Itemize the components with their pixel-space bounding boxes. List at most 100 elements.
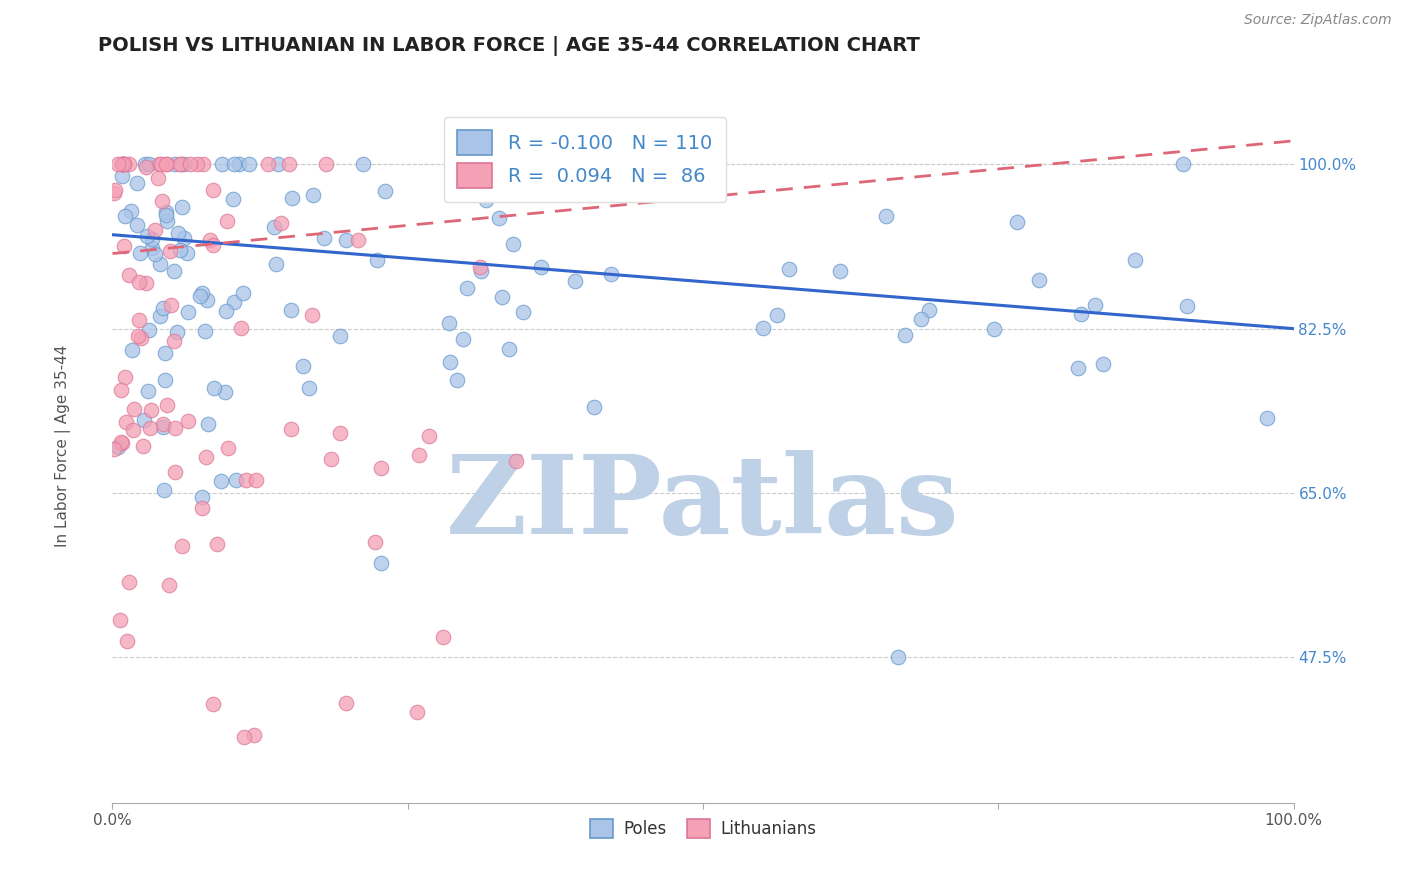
Point (114, 209, 136, 223)
Point (232, 285, 254, 300)
Point (366, 253, 388, 268)
Point (1067, 361, 1090, 376)
Point (173, 157, 195, 171)
Point (1123, 252, 1146, 267)
Point (153, 483, 176, 497)
Point (177, 413, 200, 427)
Point (1177, 299, 1199, 313)
Point (215, 303, 238, 318)
Point (165, 421, 187, 435)
Point (139, 403, 162, 417)
Point (111, 157, 134, 171)
Point (1084, 298, 1107, 312)
Point (312, 231, 335, 245)
Point (499, 157, 522, 171)
Point (111, 435, 134, 450)
Point (335, 696, 357, 710)
Text: In Labor Force | Age 35-44: In Labor Force | Age 35-44 (55, 345, 72, 547)
Text: Source: ZipAtlas.com: Source: ZipAtlas.com (1244, 13, 1392, 28)
Point (159, 244, 181, 259)
Point (114, 370, 136, 384)
Point (136, 384, 159, 398)
Point (502, 236, 524, 251)
Point (488, 211, 510, 226)
Point (243, 728, 266, 742)
Point (141, 232, 163, 246)
Point (370, 556, 392, 570)
Point (202, 381, 225, 395)
Point (432, 630, 454, 644)
Point (470, 264, 492, 278)
Point (530, 260, 553, 274)
Point (108, 613, 131, 627)
Point (245, 474, 267, 488)
Point (176, 246, 198, 260)
Point (205, 536, 228, 550)
Point (128, 275, 150, 289)
Point (191, 500, 214, 515)
Point (329, 426, 352, 441)
Point (498, 343, 520, 357)
Point (201, 697, 224, 711)
Point (600, 267, 623, 281)
Point (117, 574, 139, 589)
Point (138, 157, 160, 171)
Point (194, 324, 217, 338)
Point (110, 383, 132, 397)
Point (456, 281, 478, 295)
Point (439, 355, 461, 369)
Point (225, 473, 247, 487)
Point (321, 451, 343, 466)
Point (170, 157, 193, 171)
Point (778, 261, 800, 276)
Point (186, 157, 208, 171)
Text: ZIPatlas: ZIPatlas (446, 450, 960, 557)
Point (209, 474, 232, 488)
Point (335, 234, 357, 248)
Point (364, 534, 387, 549)
Point (202, 238, 225, 252)
Point (291, 359, 314, 373)
Point (111, 157, 134, 171)
Point (352, 157, 374, 171)
Point (152, 419, 174, 434)
Point (110, 434, 132, 449)
Point (217, 214, 239, 228)
Point (301, 308, 323, 322)
Point (222, 294, 245, 309)
Point (983, 321, 1005, 335)
Point (280, 422, 302, 436)
Point (134, 413, 156, 427)
Point (315, 157, 337, 171)
Point (114, 415, 136, 429)
Point (257, 157, 280, 171)
Point (157, 578, 180, 592)
Point (177, 304, 200, 318)
Point (103, 442, 125, 456)
Point (468, 157, 491, 171)
Point (131, 439, 153, 453)
Point (121, 343, 143, 357)
Point (329, 329, 352, 343)
Point (135, 228, 157, 243)
Point (886, 650, 908, 665)
Point (405, 705, 427, 719)
Point (1256, 410, 1278, 425)
Point (446, 373, 468, 387)
Point (564, 274, 586, 288)
Point (408, 448, 430, 462)
Point (173, 231, 195, 245)
Point (107, 440, 129, 454)
Point (195, 293, 218, 308)
Point (166, 325, 188, 339)
Point (156, 398, 179, 412)
Point (505, 454, 527, 468)
Point (170, 200, 193, 214)
Point (238, 157, 260, 171)
Point (135, 160, 157, 174)
Point (418, 429, 440, 443)
Point (281, 191, 304, 205)
Point (156, 157, 179, 171)
Point (910, 311, 932, 326)
Point (875, 209, 897, 223)
